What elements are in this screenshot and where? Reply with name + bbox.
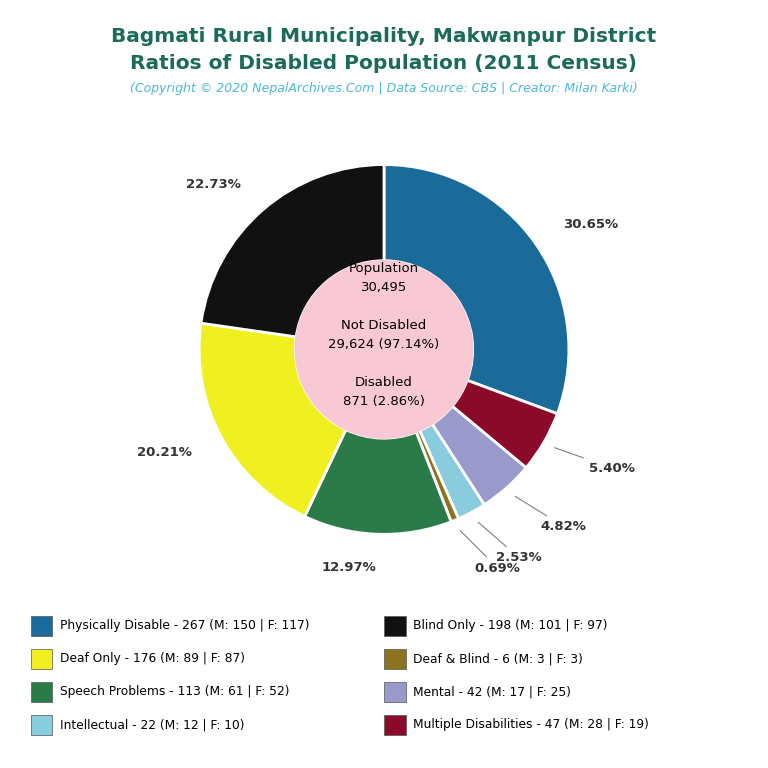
Text: 12.97%: 12.97% bbox=[321, 561, 376, 574]
Text: Deaf & Blind - 6 (M: 3 | F: 3): Deaf & Blind - 6 (M: 3 | F: 3) bbox=[413, 653, 583, 665]
Text: Blind Only - 198 (M: 101 | F: 97): Blind Only - 198 (M: 101 | F: 97) bbox=[413, 620, 607, 632]
Text: Bagmati Rural Municipality, Makwanpur District: Bagmati Rural Municipality, Makwanpur Di… bbox=[111, 27, 657, 46]
Text: Population
30,495

Not Disabled
29,624 (97.14%)

Disabled
871 (2.86%): Population 30,495 Not Disabled 29,624 (9… bbox=[329, 262, 439, 408]
Wedge shape bbox=[452, 380, 558, 468]
Wedge shape bbox=[201, 164, 384, 337]
Text: 20.21%: 20.21% bbox=[137, 446, 192, 459]
Wedge shape bbox=[305, 429, 451, 535]
Text: 4.82%: 4.82% bbox=[515, 496, 587, 533]
Wedge shape bbox=[384, 164, 569, 414]
Text: 2.53%: 2.53% bbox=[478, 522, 542, 564]
Text: Deaf Only - 176 (M: 89 | F: 87): Deaf Only - 176 (M: 89 | F: 87) bbox=[60, 653, 245, 665]
Text: Ratios of Disabled Population (2011 Census): Ratios of Disabled Population (2011 Cens… bbox=[131, 54, 637, 73]
Text: Multiple Disabilities - 47 (M: 28 | F: 19): Multiple Disabilities - 47 (M: 28 | F: 1… bbox=[413, 719, 649, 731]
Text: Mental - 42 (M: 17 | F: 25): Mental - 42 (M: 17 | F: 25) bbox=[413, 686, 571, 698]
Text: (Copyright © 2020 NepalArchives.Com | Data Source: CBS | Creator: Milan Karki): (Copyright © 2020 NepalArchives.Com | Da… bbox=[130, 82, 638, 95]
Text: 30.65%: 30.65% bbox=[563, 218, 618, 231]
Wedge shape bbox=[416, 431, 458, 521]
Text: 22.73%: 22.73% bbox=[186, 178, 241, 191]
Wedge shape bbox=[420, 424, 485, 518]
Text: Physically Disable - 267 (M: 150 | F: 117): Physically Disable - 267 (M: 150 | F: 11… bbox=[60, 620, 310, 632]
Text: 0.69%: 0.69% bbox=[460, 531, 521, 574]
Text: Speech Problems - 113 (M: 61 | F: 52): Speech Problems - 113 (M: 61 | F: 52) bbox=[60, 686, 290, 698]
Wedge shape bbox=[199, 323, 346, 516]
Wedge shape bbox=[432, 406, 526, 505]
Text: 5.40%: 5.40% bbox=[554, 448, 634, 475]
Circle shape bbox=[295, 260, 473, 439]
Text: Intellectual - 22 (M: 12 | F: 10): Intellectual - 22 (M: 12 | F: 10) bbox=[60, 719, 244, 731]
